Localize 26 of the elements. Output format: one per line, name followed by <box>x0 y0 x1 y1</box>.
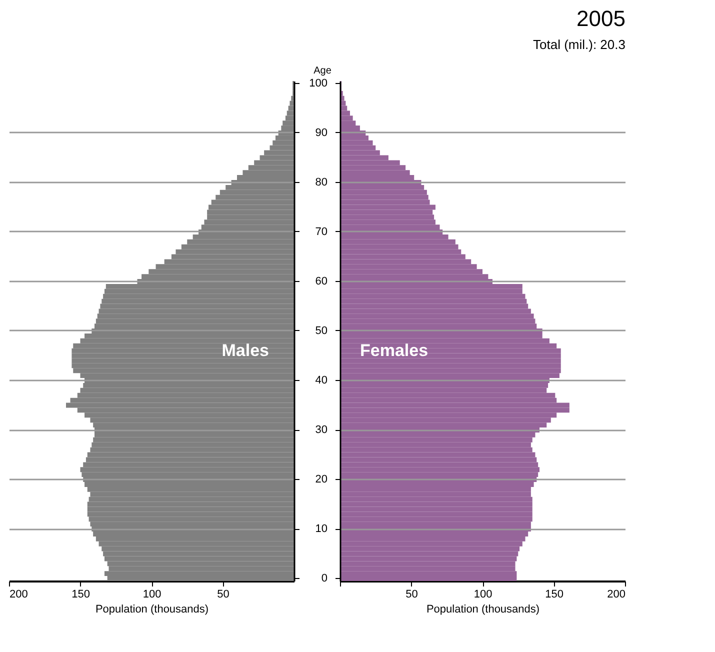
y-tick-label: 20 <box>315 474 328 486</box>
y-tick-label: 80 <box>315 176 328 188</box>
x-axis-title: Population (thousands) <box>426 604 540 616</box>
y-tick-label: 70 <box>315 226 328 238</box>
y-tick-label: 40 <box>315 374 328 387</box>
x-axis-title: Population (thousands) <box>95 604 209 616</box>
y-tick-label: 60 <box>315 275 328 288</box>
series-label: Males <box>222 341 269 360</box>
y-tick-label: 100 <box>309 77 328 90</box>
x-tick-label: 50 <box>217 588 230 600</box>
y-tick-label: 30 <box>315 424 328 436</box>
series-label: Females <box>360 341 428 360</box>
chart-title: 2005 <box>576 6 626 31</box>
x-tick-label: 100 <box>474 588 492 600</box>
x-tick-label: 150 <box>545 588 564 600</box>
y-tick-label: 50 <box>315 325 328 337</box>
y-tick-label: 90 <box>315 126 328 139</box>
x-tick-label: 50 <box>406 588 418 600</box>
x-tick-label: 200 <box>10 588 28 600</box>
x-tick-label: 200 <box>607 588 626 600</box>
x-tick-label: 150 <box>72 588 90 600</box>
chart-subtitle: Total (mil.): 20.3 <box>533 37 626 52</box>
y-tick-label: 0 <box>321 572 328 585</box>
y-axis-title: Age <box>314 66 332 76</box>
y-tick-label: 10 <box>315 523 328 536</box>
x-tick-label: 100 <box>142 588 162 600</box>
